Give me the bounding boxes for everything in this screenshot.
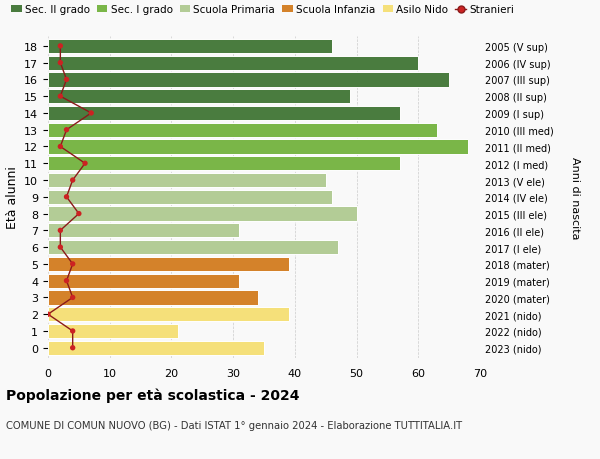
Bar (48, 190, 332, 204)
Bar (48, 39, 332, 54)
Bar (48, 341, 264, 355)
Point (62, 194, 71, 201)
Point (62, 277, 71, 285)
Point (68, 328, 77, 335)
Point (68, 177, 77, 185)
Point (86, 110, 96, 118)
Point (56, 60, 65, 67)
Bar (48, 274, 239, 288)
Point (74, 210, 83, 218)
Text: COMUNE DI COMUN NUOVO (BG) - Dati ISTAT 1° gennaio 2024 - Elaborazione TUTTITALI: COMUNE DI COMUN NUOVO (BG) - Dati ISTAT … (6, 420, 462, 430)
Bar (48, 56, 418, 71)
Bar (48, 257, 289, 271)
Point (68, 261, 77, 268)
Point (56, 244, 65, 251)
Bar (48, 174, 326, 188)
Point (62, 77, 71, 84)
Y-axis label: Età alunni: Età alunni (5, 166, 19, 229)
Point (68, 294, 77, 302)
Point (56, 144, 65, 151)
Point (62, 127, 71, 134)
Bar (48, 106, 400, 121)
Bar (48, 157, 400, 171)
Point (56, 43, 65, 50)
Bar (48, 308, 289, 322)
Bar (48, 90, 350, 104)
Bar (48, 224, 239, 238)
Text: Popolazione per età scolastica - 2024: Popolazione per età scolastica - 2024 (6, 388, 299, 403)
Point (43, 311, 53, 318)
Point (56, 227, 65, 235)
Point (68, 344, 77, 352)
Bar (48, 73, 449, 87)
Bar (48, 291, 258, 305)
Y-axis label: Anni di nascita: Anni di nascita (570, 156, 580, 239)
Point (80, 160, 90, 168)
Bar (48, 123, 437, 138)
Bar (48, 140, 467, 154)
Legend: Sec. II grado, Sec. I grado, Scuola Primaria, Scuola Infanzia, Asilo Nido, Stran: Sec. II grado, Sec. I grado, Scuola Prim… (11, 5, 514, 15)
Bar (48, 207, 356, 221)
Point (56, 93, 65, 101)
Bar (48, 241, 338, 255)
Bar (48, 324, 178, 338)
